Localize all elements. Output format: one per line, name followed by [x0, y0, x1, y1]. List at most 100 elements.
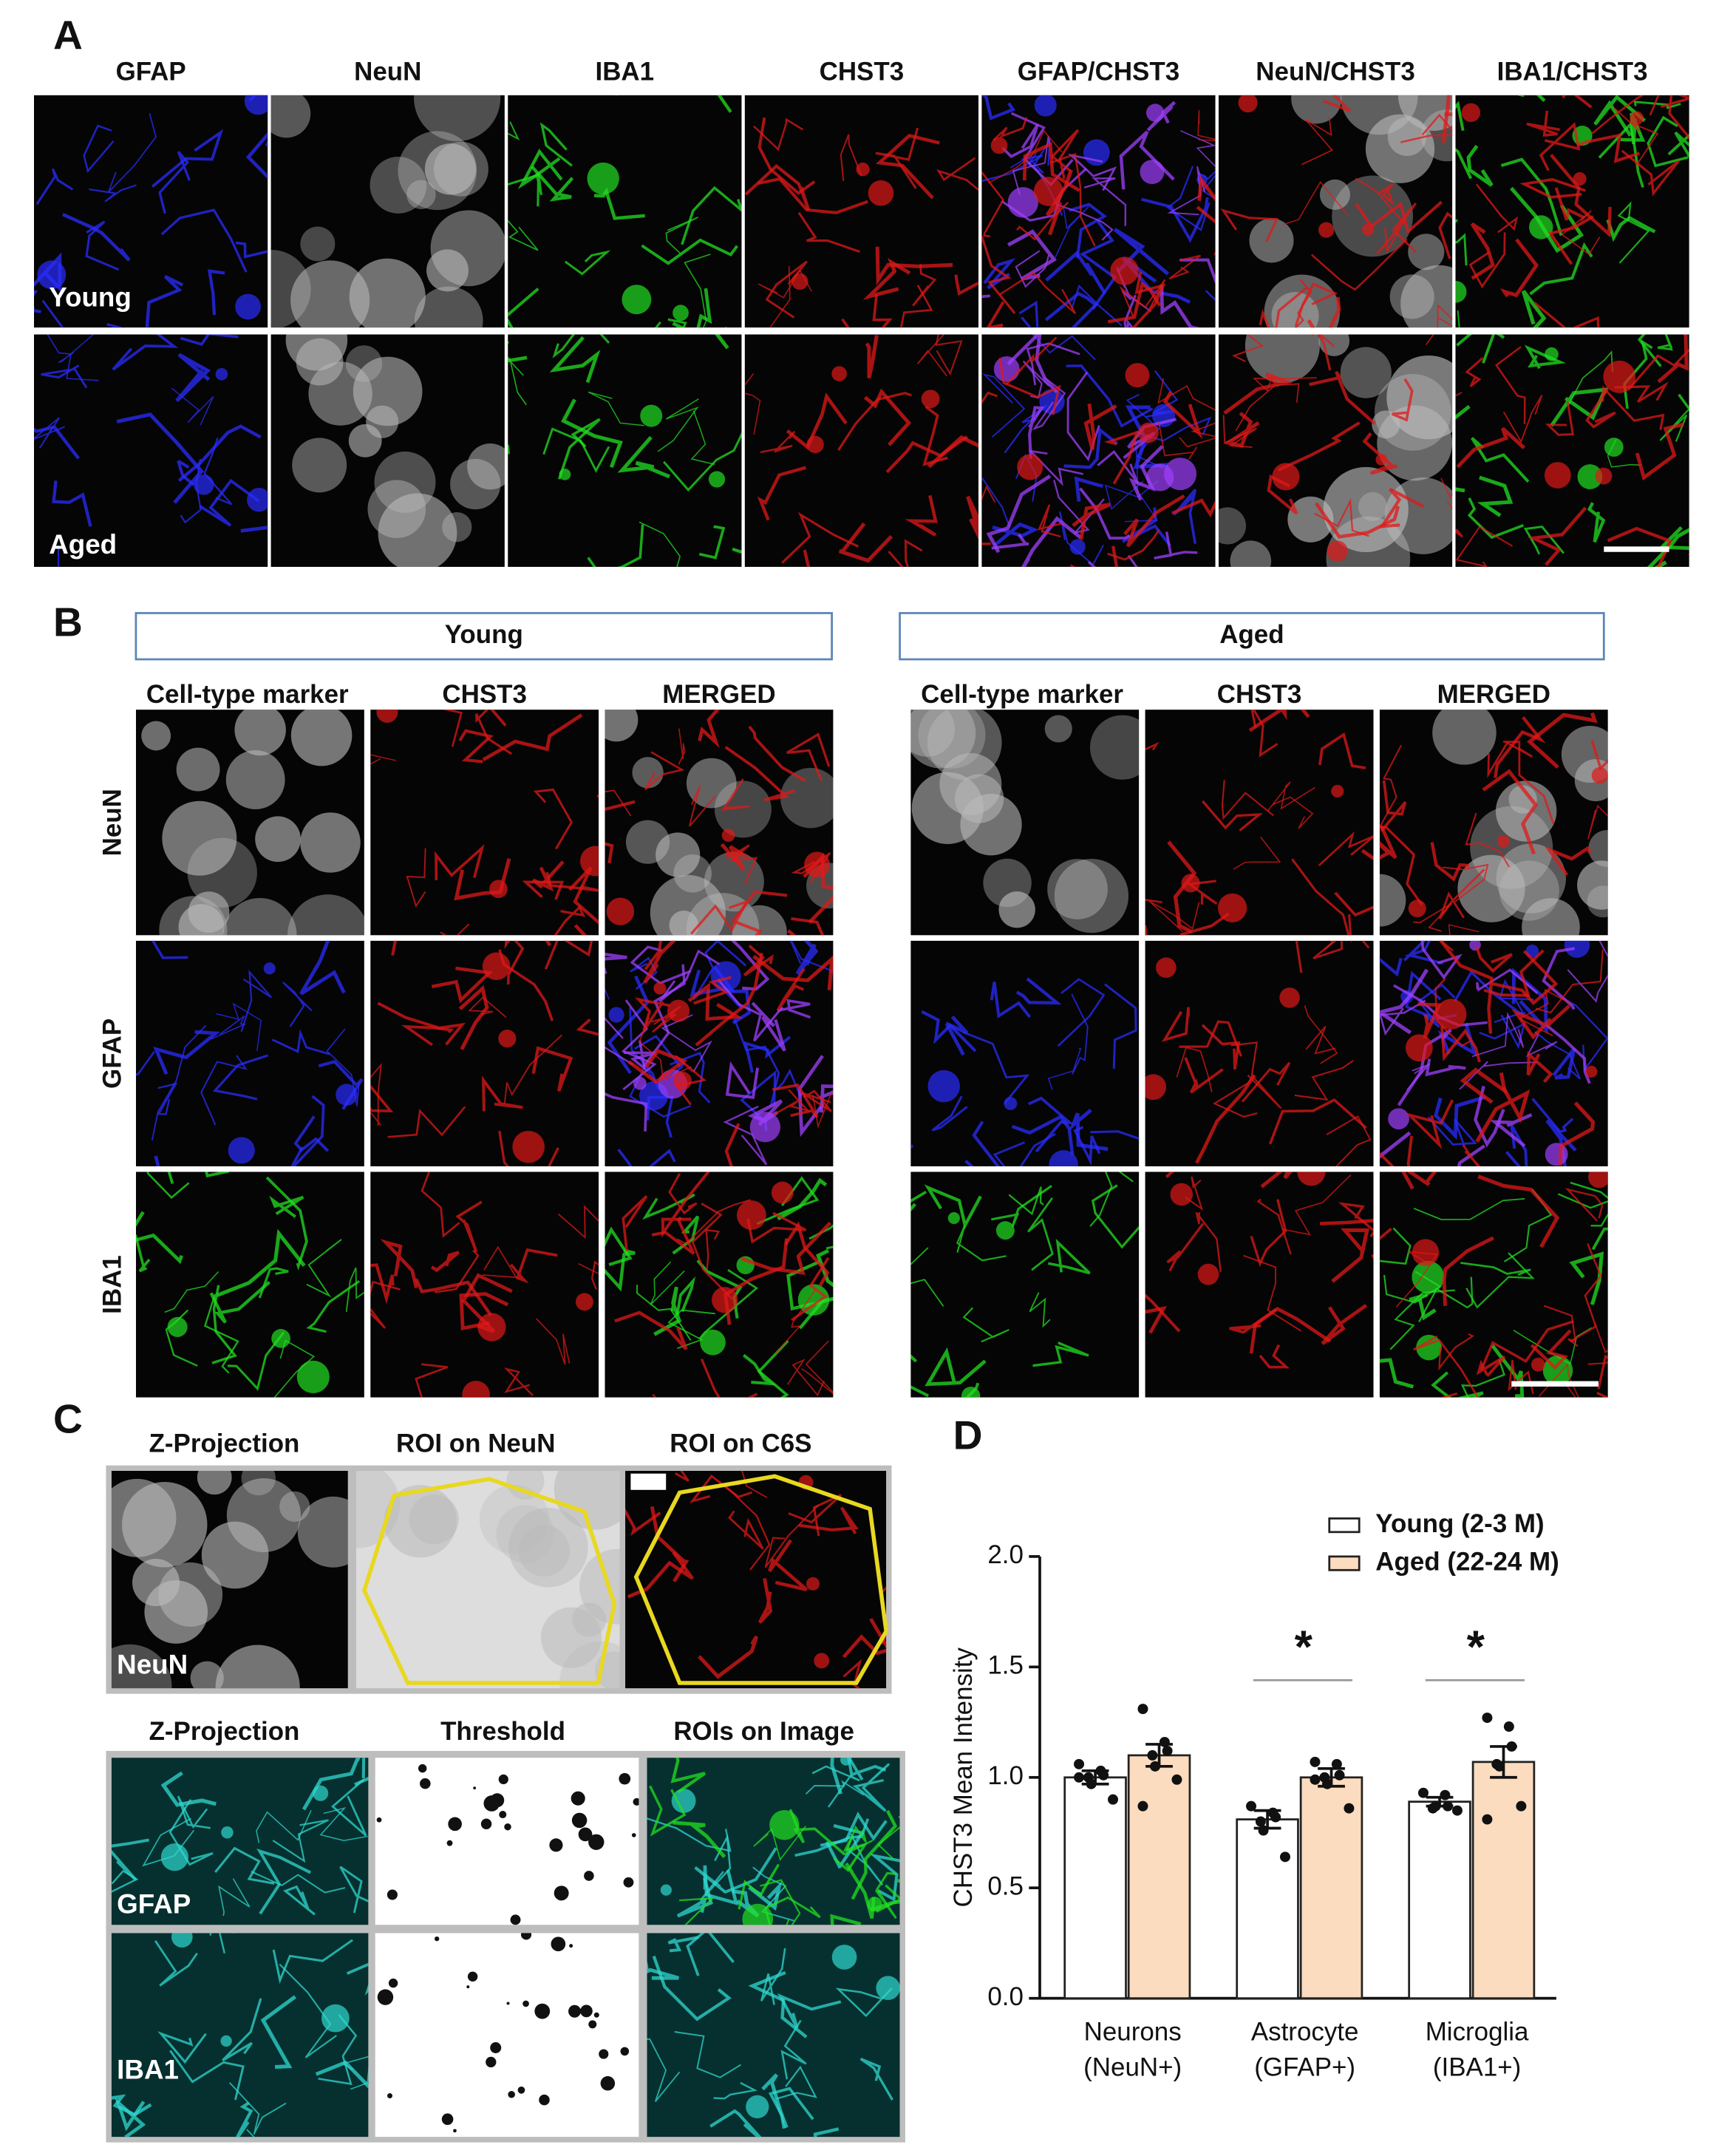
process [777, 1177, 828, 1221]
process [652, 1393, 657, 1398]
process [135, 1234, 151, 1273]
process [1250, 1199, 1287, 1268]
soma [831, 366, 847, 381]
cell [121, 1482, 208, 1568]
process [1542, 947, 1576, 1010]
label: B [53, 599, 83, 645]
process [990, 982, 1032, 1019]
process [744, 373, 761, 435]
soma [1181, 874, 1200, 893]
process [777, 999, 811, 1019]
process [635, 997, 670, 1032]
soma [671, 1789, 696, 1813]
process [1427, 1116, 1478, 1147]
soma [1469, 940, 1481, 951]
process [1467, 497, 1525, 540]
soma [171, 1933, 193, 1948]
process [1412, 1335, 1479, 1398]
process [1418, 1276, 1474, 1323]
label: D [953, 1412, 983, 1458]
cell [190, 1661, 224, 1689]
cell [450, 458, 501, 510]
process [1069, 1109, 1109, 1152]
process [1621, 149, 1680, 197]
process [1567, 940, 1608, 1003]
process [981, 170, 1005, 238]
process [768, 1539, 808, 1592]
process [1260, 1171, 1293, 1188]
cell [1245, 334, 1320, 384]
process [135, 1211, 183, 1265]
soma [708, 471, 726, 488]
process [772, 1084, 819, 1118]
process [1647, 115, 1689, 168]
bar [1471, 1761, 1536, 2000]
process [1318, 831, 1374, 867]
cell [1372, 410, 1400, 439]
micrograph [370, 710, 599, 936]
cell [1340, 347, 1392, 398]
cell [159, 896, 228, 936]
cell [111, 1644, 172, 1689]
cell [1379, 874, 1406, 927]
process [370, 1263, 395, 1305]
soma [1279, 987, 1300, 1008]
process [1635, 422, 1684, 481]
cell [414, 95, 501, 141]
cell [355, 1471, 401, 1548]
process [1055, 203, 1114, 241]
process [617, 435, 670, 479]
process [1468, 232, 1506, 289]
process [85, 220, 120, 271]
process [1587, 502, 1606, 543]
soma [667, 999, 690, 1022]
cell [1340, 95, 1418, 135]
cell [433, 141, 488, 197]
process [482, 1245, 518, 1279]
process [508, 444, 510, 455]
process [1558, 1101, 1596, 1166]
cell [300, 812, 361, 873]
process [1141, 197, 1209, 243]
bar [1299, 1776, 1363, 2000]
process [1221, 780, 1274, 820]
process [1074, 476, 1103, 502]
process [650, 1506, 690, 1582]
process [146, 1171, 190, 1200]
soma [876, 1976, 900, 2001]
process [1148, 900, 1200, 933]
label: (NeuN+) [1083, 2053, 1182, 2082]
process [1380, 780, 1407, 832]
micrograph-bg [744, 95, 979, 328]
cell [1323, 466, 1409, 553]
process [1107, 529, 1160, 561]
process [1657, 334, 1689, 384]
process [1050, 129, 1080, 180]
process [607, 975, 650, 1075]
speck [569, 1944, 573, 1948]
process [1529, 242, 1593, 296]
soma [1331, 784, 1344, 798]
process [765, 260, 808, 319]
process [925, 1347, 987, 1387]
cell [1400, 265, 1453, 328]
process [605, 1248, 636, 1292]
process [1338, 1202, 1374, 1237]
process [670, 1051, 711, 1103]
micrograph [605, 1171, 834, 1398]
label: Cell-type marker [146, 680, 349, 709]
process [240, 969, 273, 1033]
roi [633, 1474, 889, 1685]
process [1032, 1341, 1089, 1367]
process [709, 2109, 762, 2138]
speck [448, 1817, 462, 1832]
process [1005, 336, 1058, 386]
micrograph [270, 334, 505, 567]
cell [1358, 492, 1388, 522]
soma [961, 1387, 981, 1398]
process [622, 1195, 648, 1251]
cell [141, 721, 171, 751]
label: 1.5 [987, 1651, 1024, 1680]
soma [1272, 463, 1300, 491]
process [218, 1878, 251, 1917]
